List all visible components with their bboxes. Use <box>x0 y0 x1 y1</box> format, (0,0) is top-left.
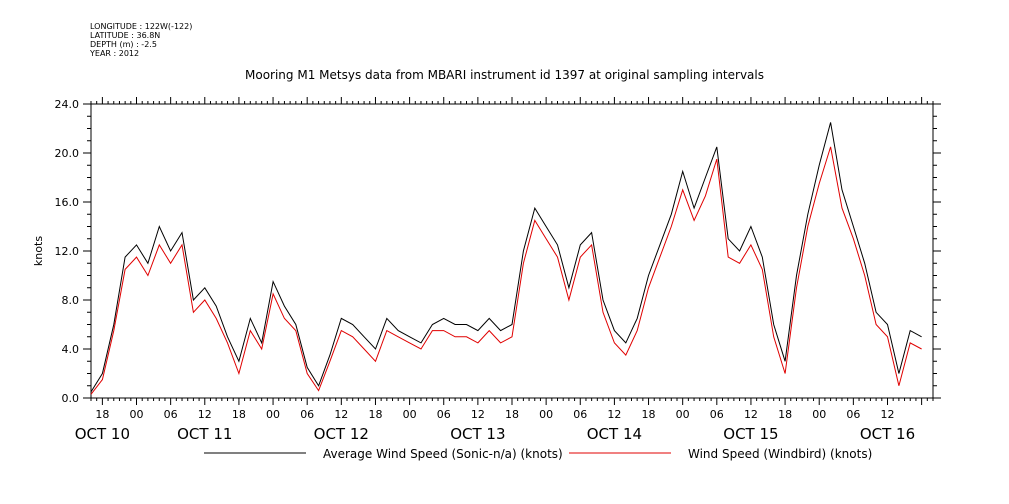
x-tick-label: 12 <box>607 408 621 421</box>
x-tick-label: 12 <box>744 408 758 421</box>
x-tick-label: 18 <box>232 408 246 421</box>
y-tick-label: 20.0 <box>55 147 80 160</box>
x-tick-label: 00 <box>266 408 280 421</box>
x-day-label: OCT 11 <box>177 425 232 443</box>
x-tick-label: 06 <box>710 408 724 421</box>
x-tick-label: 18 <box>368 408 382 421</box>
x-day-label: OCT 14 <box>587 425 642 443</box>
metadata-block: LONGITUDE : 122W(-122) LATITUDE : 36.8N … <box>90 22 192 58</box>
x-tick-label: 12 <box>334 408 348 421</box>
x-tick-label: 06 <box>573 408 587 421</box>
x-tick-label: 00 <box>403 408 417 421</box>
x-tick-label: 06 <box>437 408 451 421</box>
x-tick-label: 00 <box>676 408 690 421</box>
series-line-sonic <box>90 122 922 393</box>
longitude-label: LONGITUDE : 122W(-122) <box>90 22 193 31</box>
x-tick-label: 00 <box>539 408 553 421</box>
x-tick-label: 18 <box>95 408 109 421</box>
legend: Average Wind Speed (Sonic-n/a) (knots) W… <box>204 447 872 461</box>
x-day-label: OCT 15 <box>723 425 778 443</box>
chart-title: Mooring M1 Metsys data from MBARI instru… <box>245 68 764 82</box>
year-label: YEAR : 2012 <box>90 49 140 58</box>
y-tick-label: 16.0 <box>55 196 80 209</box>
x-day-label: OCT 10 <box>75 425 130 443</box>
x-tick-label: 12 <box>471 408 485 421</box>
y-tick-label: 4.0 <box>62 343 80 356</box>
y-tick-label: 0.0 <box>62 392 80 405</box>
x-tick-label: 18 <box>642 408 656 421</box>
x-tick-label: 12 <box>198 408 212 421</box>
x-tick-label: 00 <box>130 408 144 421</box>
latitude-label: LATITUDE : 36.8N <box>90 31 161 40</box>
series-layer <box>90 122 922 395</box>
x-tick-label: 06 <box>300 408 314 421</box>
x-tick-label: 12 <box>880 408 894 421</box>
legend-label-windbird: Wind Speed (Windbird) (knots) <box>688 447 872 461</box>
x-tick-label: 18 <box>778 408 792 421</box>
y-axis-label: knots <box>32 236 45 266</box>
plot-frame <box>90 103 934 399</box>
x-tick-label: 18 <box>505 408 519 421</box>
y-tick-label: 12.0 <box>55 245 80 258</box>
x-day-label: OCT 12 <box>314 425 369 443</box>
x-tick-label: 06 <box>164 408 178 421</box>
axes-layer: 0.0 4.0 8.0 12.0 16.0 20.0 24.0 18 00 06 12 18 00 06 1… <box>55 97 941 443</box>
legend-label-sonic: Average Wind Speed (Sonic-n/a) (knots) <box>323 447 563 461</box>
x-tick-label: 06 <box>846 408 860 421</box>
x-tick-label: 00 <box>812 408 826 421</box>
y-tick-label: 24.0 <box>55 98 80 111</box>
x-day-label: OCT 16 <box>860 425 915 443</box>
y-tick-label: 8.0 <box>62 294 80 307</box>
series-line-windbird <box>90 146 922 395</box>
depth-label: DEPTH (m) : -2.5 <box>90 40 157 49</box>
x-day-label: OCT 13 <box>450 425 505 443</box>
